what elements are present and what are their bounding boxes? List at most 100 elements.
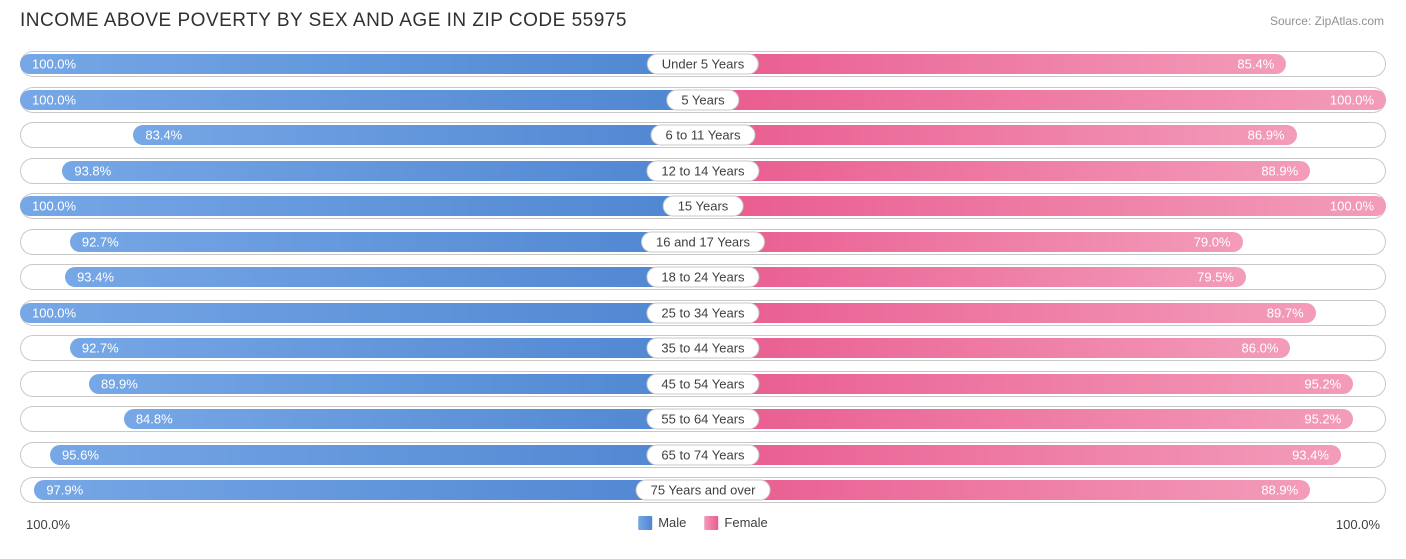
male-half: 93.8% [20,155,703,187]
legend: Male Female [638,515,768,530]
male-value-label: 93.8% [74,163,111,178]
male-bar [34,480,703,500]
female-half: 85.4% [703,48,1386,80]
female-half: 79.5% [703,261,1386,293]
male-value-label: 100.0% [32,305,76,320]
male-value-label: 100.0% [32,92,76,107]
male-bar [65,267,703,287]
male-value-label: 92.7% [82,341,119,356]
male-bar [20,90,703,110]
female-value-label: 93.4% [1292,447,1329,462]
female-bar [703,409,1353,429]
category-label: 15 Years [663,196,744,217]
female-value-label: 86.0% [1242,341,1279,356]
female-value-label: 88.9% [1261,163,1298,178]
male-value-label: 100.0% [32,199,76,214]
chart-row: 93.8%88.9%12 to 14 Years [20,155,1386,187]
axis-right-label: 100.0% [1336,517,1380,532]
female-bar [703,374,1353,394]
male-half: 97.9% [20,474,703,506]
category-label: 5 Years [666,89,739,110]
female-bar [703,125,1297,145]
chart-row: 93.4% 79.5% 18 to 24 Years [20,261,1386,293]
category-label: 18 to 24 Years [646,267,759,288]
male-value-label: 92.7% [82,234,119,249]
male-half: 84.8% [20,403,703,435]
legend-item-female: Female [704,515,767,530]
male-bar [89,374,703,394]
female-bar [703,54,1286,74]
chart-row: 89.9% 95.2% 45 to 54 Years [20,368,1386,400]
chart-row: 100.0%85.4%Under 5 Years [20,48,1386,80]
male-value-label: 93.4% [77,270,114,285]
male-bar [20,54,703,74]
female-half: 86.9% [703,119,1386,151]
chart-area: 100.0%85.4%Under 5 Years100.0%100.0%5 Ye… [20,48,1386,511]
female-bar [703,161,1310,181]
male-half: 83.4% [20,119,703,151]
male-half: 100.0% [20,84,703,116]
male-half: 95.6% [20,439,703,471]
female-half: 89.7% [703,297,1386,329]
female-bar [703,90,1386,110]
female-value-label: 100.0% [1330,199,1374,214]
category-label: 6 to 11 Years [651,125,756,146]
male-bar [20,303,703,323]
female-bar [703,480,1310,500]
legend-label-female: Female [724,515,767,530]
female-value-label: 95.2% [1304,376,1341,391]
axis-and-legend: 100.0% Male Female 100.0% [20,515,1386,539]
source-attribution: Source: ZipAtlas.com [1270,14,1384,28]
category-label: 45 to 54 Years [646,373,759,394]
male-bar [70,338,703,358]
chart-row: 100.0% 89.7% 25 to 34 Years [20,297,1386,329]
category-label: 16 and 17 Years [641,231,765,252]
chart-title: INCOME ABOVE POVERTY BY SEX AND AGE IN Z… [20,10,627,32]
female-half: 88.9% [703,155,1386,187]
male-half: 92.7% [20,332,703,364]
female-half: 79.0% [703,226,1386,258]
chart-row: 83.4% 86.9% 6 to 11 Years [20,119,1386,151]
male-half: 100.0% [20,190,703,222]
female-half: 95.2% [703,403,1386,435]
female-half: 86.0% [703,332,1386,364]
chart-row: 100.0% 100.0% 15 Years [20,190,1386,222]
male-bar [133,125,703,145]
male-half: 100.0% [20,48,703,80]
female-value-label: 86.9% [1248,128,1285,143]
chart-row: 92.7% 79.0% 16 and 17 Years [20,226,1386,258]
chart-row: 100.0%100.0%5 Years [20,84,1386,116]
female-value-label: 95.2% [1304,412,1341,427]
category-label: 25 to 34 Years [646,302,759,323]
female-half: 95.2% [703,368,1386,400]
female-bar [703,196,1386,216]
male-half: 93.4% [20,261,703,293]
legend-label-male: Male [658,515,686,530]
male-bar [62,161,703,181]
chart-row: 92.7%86.0%35 to 44 Years [20,332,1386,364]
female-value-label: 79.0% [1194,234,1231,249]
female-half: 100.0% [703,84,1386,116]
female-value-label: 89.7% [1267,305,1304,320]
female-bar [703,267,1246,287]
chart-row: 84.8% 95.2% 55 to 64 Years [20,403,1386,435]
male-half: 89.9% [20,368,703,400]
category-label: 75 Years and over [636,480,771,501]
male-half: 92.7% [20,226,703,258]
female-bar [703,445,1341,465]
axis-left-label: 100.0% [26,517,70,532]
category-label: 55 to 64 Years [646,409,759,430]
legend-item-male: Male [638,515,686,530]
female-bar [703,303,1316,323]
female-bar [703,232,1243,252]
female-value-label: 79.5% [1197,270,1234,285]
female-bar [703,338,1290,358]
male-value-label: 95.6% [62,447,99,462]
female-value-label: 88.9% [1261,483,1298,498]
category-label: 65 to 74 Years [646,444,759,465]
legend-swatch-female [704,516,718,530]
male-value-label: 83.4% [145,128,182,143]
female-half: 93.4% [703,439,1386,471]
category-label: Under 5 Years [647,54,759,75]
male-bar [20,196,703,216]
